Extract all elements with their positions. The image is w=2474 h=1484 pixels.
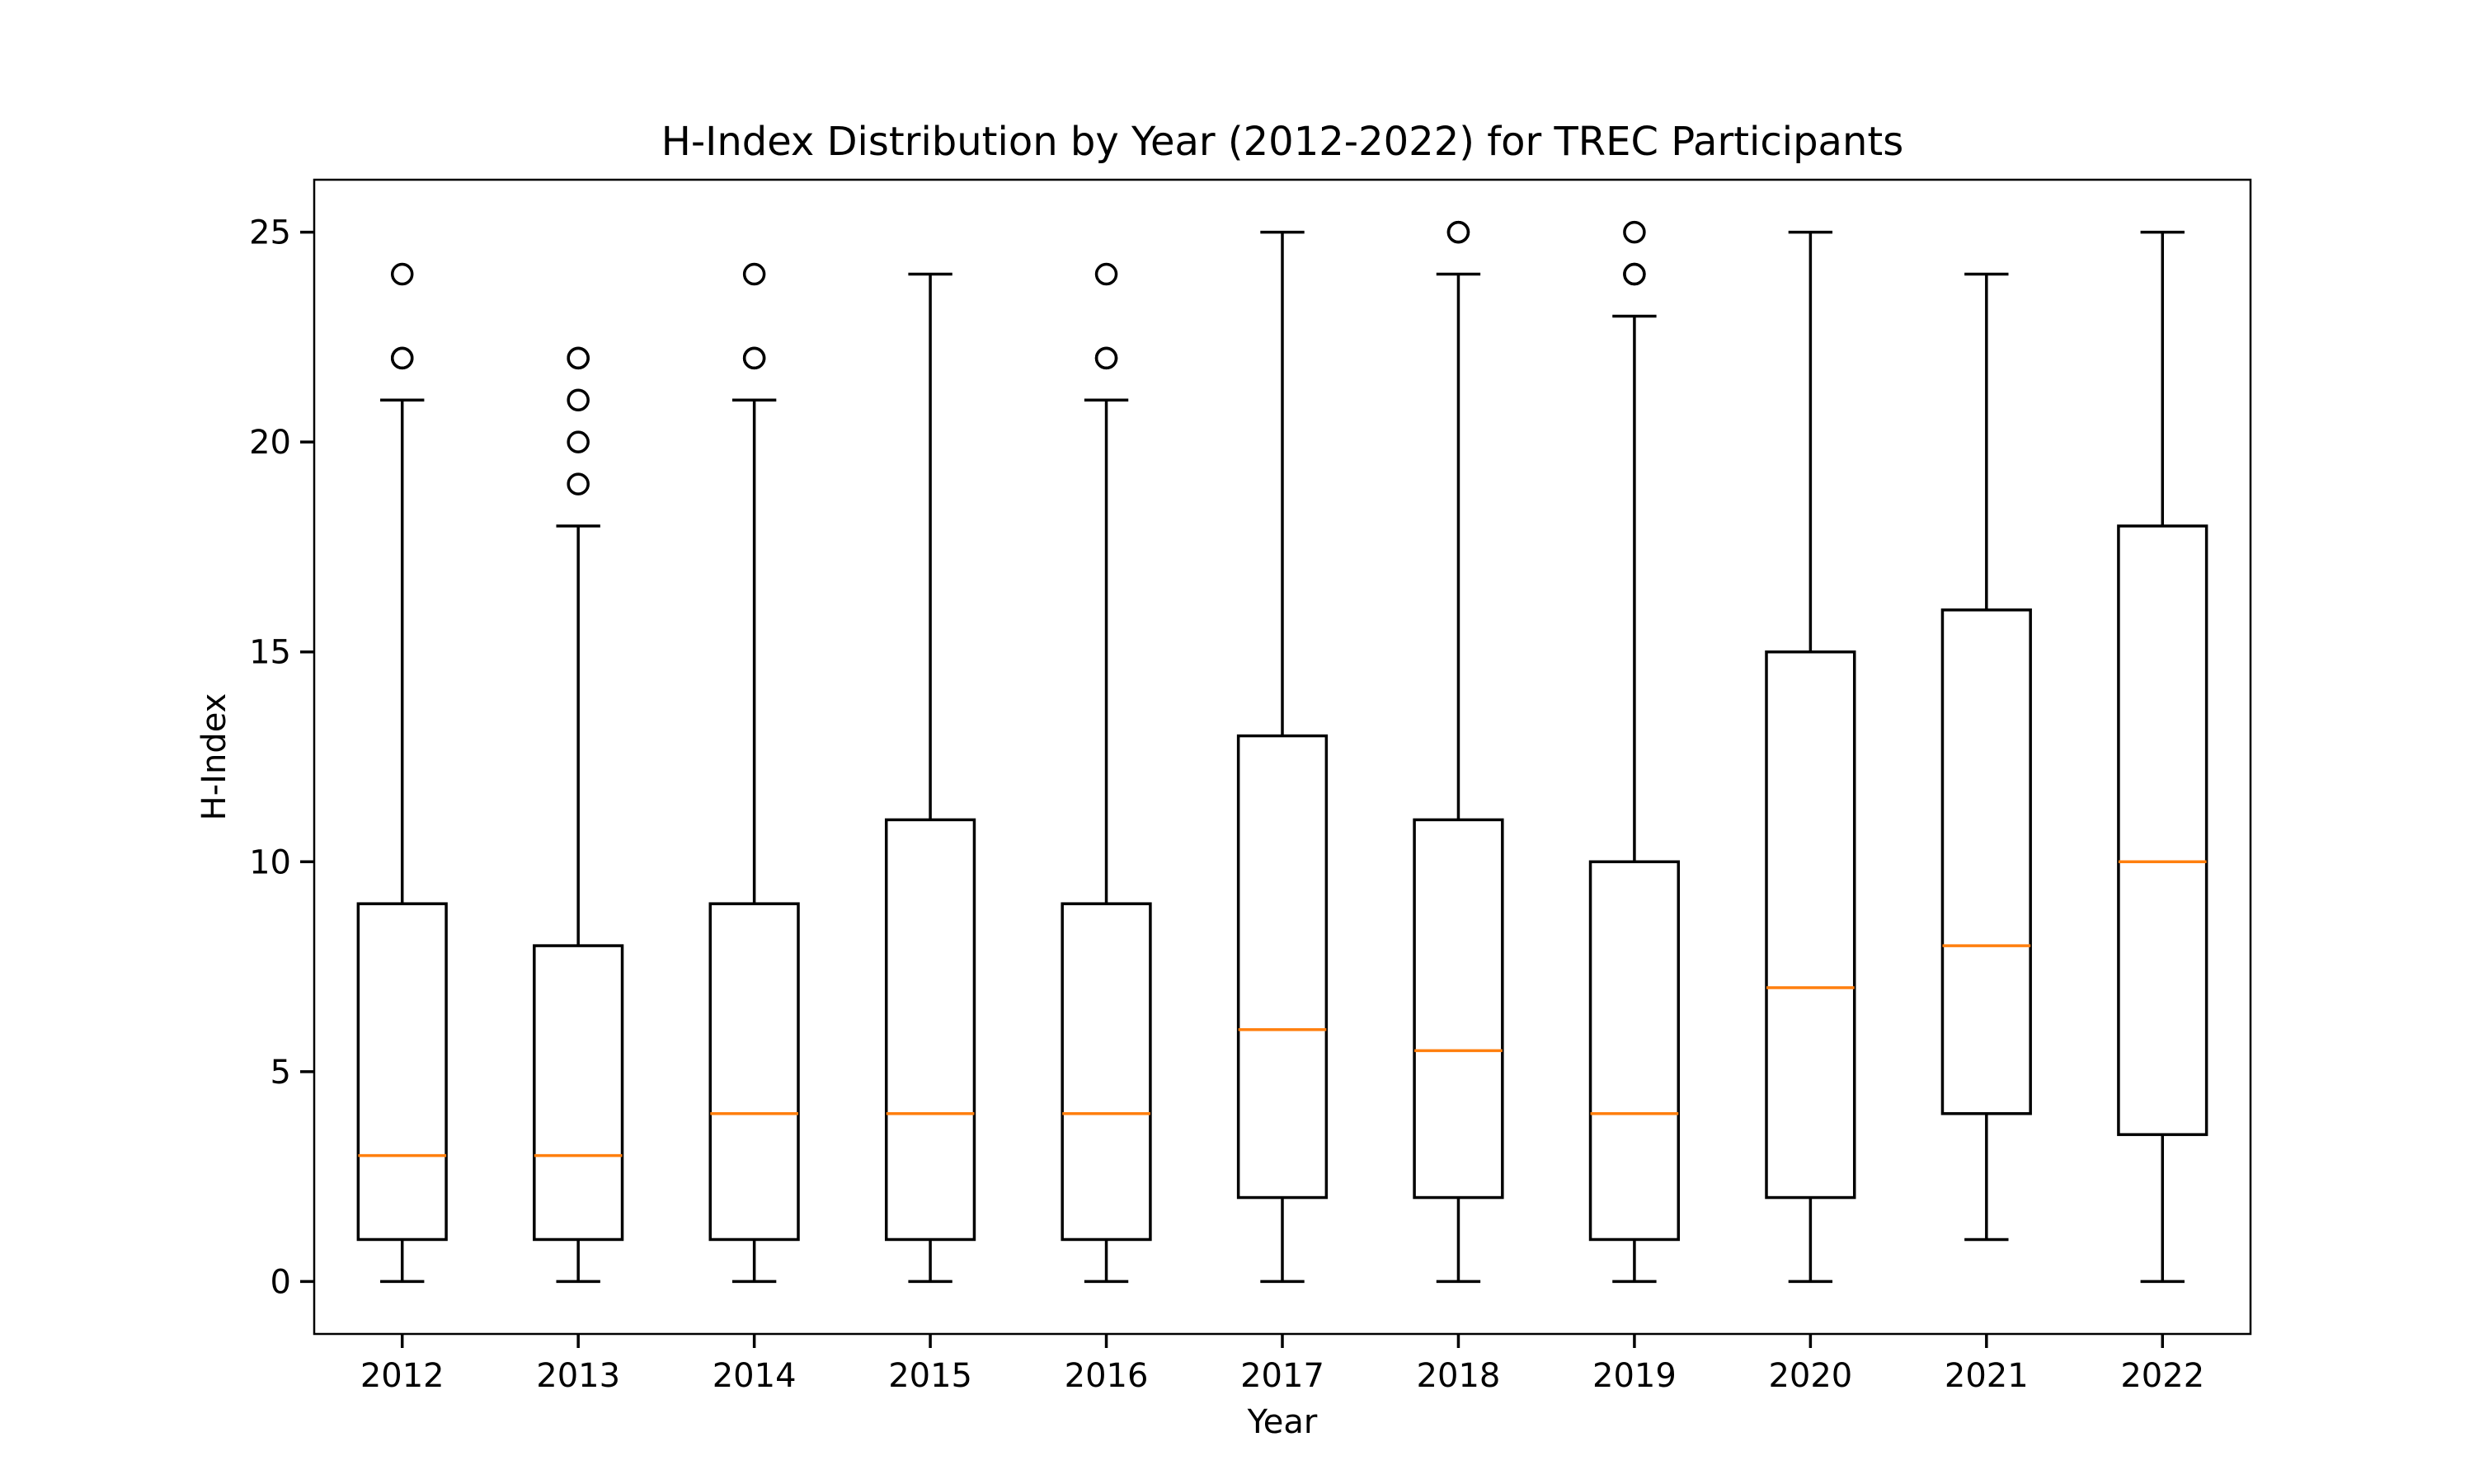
x-axis-label: Year bbox=[1247, 1403, 1318, 1441]
x-tick-label: 2018 bbox=[1417, 1357, 1501, 1395]
box-group-2018 bbox=[1413, 220, 1504, 1284]
outlier-point bbox=[567, 430, 590, 453]
x-tick-label: 2013 bbox=[536, 1357, 620, 1395]
box bbox=[1588, 860, 1681, 1242]
box bbox=[2117, 524, 2208, 1136]
box-group-2014 bbox=[708, 262, 800, 1284]
box bbox=[1061, 902, 1152, 1242]
y-tick-label: 15 bbox=[249, 634, 291, 672]
box bbox=[533, 944, 624, 1242]
y-tick-label: 0 bbox=[270, 1263, 291, 1301]
outlier-point bbox=[1094, 346, 1118, 370]
x-tick-label: 2019 bbox=[1592, 1357, 1677, 1395]
x-tick-label: 2017 bbox=[1240, 1357, 1324, 1395]
plot-marks bbox=[356, 220, 2208, 1284]
outlier-point bbox=[567, 346, 590, 370]
x-tick-label: 2016 bbox=[1065, 1357, 1149, 1395]
y-tick-label: 25 bbox=[249, 214, 291, 252]
box bbox=[356, 902, 448, 1242]
box bbox=[1236, 734, 1329, 1200]
outlier-point bbox=[1094, 262, 1118, 286]
y-axis-label: H-Index bbox=[195, 693, 233, 821]
outlier-point bbox=[567, 388, 590, 412]
box-group-2019 bbox=[1588, 220, 1681, 1284]
x-tick-label: 2022 bbox=[2120, 1357, 2204, 1395]
box-group-2013 bbox=[533, 346, 624, 1284]
box-group-2021 bbox=[1940, 272, 2032, 1242]
box-group-2017 bbox=[1236, 230, 1329, 1284]
outlier-point bbox=[1623, 262, 1646, 286]
x-tick-label: 2014 bbox=[713, 1357, 797, 1395]
box bbox=[884, 818, 976, 1242]
outlier-point bbox=[1446, 220, 1470, 244]
box bbox=[708, 902, 800, 1242]
outlier-point bbox=[390, 346, 414, 370]
outlier-point bbox=[567, 472, 590, 495]
outlier-point bbox=[390, 262, 414, 286]
x-tick-label: 2012 bbox=[360, 1357, 444, 1395]
y-tick-label: 20 bbox=[249, 424, 291, 462]
outlier-point bbox=[1623, 220, 1646, 244]
chart-title: H-Index Distribution by Year (2012-2022)… bbox=[661, 119, 1903, 165]
box-group-2016 bbox=[1061, 262, 1152, 1284]
box-group-2020 bbox=[1765, 230, 1856, 1284]
x-tick-label: 2020 bbox=[1768, 1357, 1852, 1395]
box bbox=[1940, 608, 2032, 1115]
y-tick-label: 10 bbox=[249, 843, 291, 881]
x-tick-label: 2021 bbox=[1945, 1357, 2029, 1395]
box-group-2012 bbox=[356, 262, 448, 1284]
box-group-2015 bbox=[884, 272, 976, 1284]
x-axis: 2012 2013 2014 2015 2016 2017 2018 2019 2020 2021… bbox=[360, 1334, 2204, 1395]
box bbox=[1413, 818, 1504, 1200]
x-tick-label: 2015 bbox=[888, 1357, 972, 1395]
y-tick-label: 5 bbox=[270, 1054, 291, 1092]
y-axis: 0 5 10 15 20 25 bbox=[249, 214, 314, 1301]
box-group-2022 bbox=[2117, 230, 2208, 1284]
box bbox=[1765, 650, 1856, 1200]
outlier-point bbox=[742, 262, 766, 286]
outlier-point bbox=[742, 346, 766, 370]
